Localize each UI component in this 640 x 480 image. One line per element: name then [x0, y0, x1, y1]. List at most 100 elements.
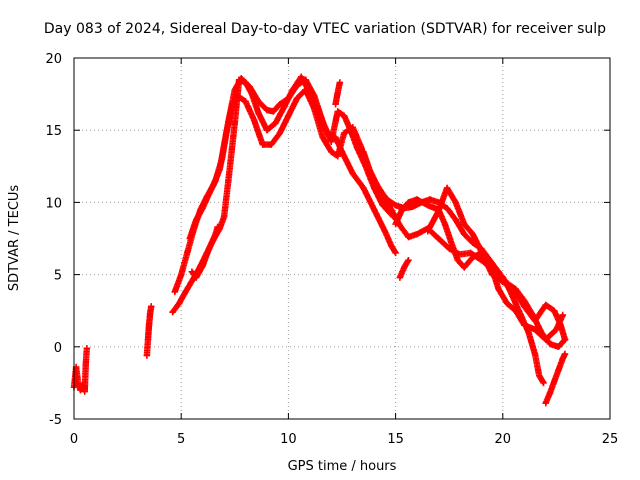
- data-point: [178, 271, 185, 278]
- data-point: [225, 118, 232, 125]
- data-point: [461, 230, 468, 238]
- data-point: [238, 75, 245, 82]
- data-point: [319, 118, 326, 125]
- y-tick-label: -5: [49, 413, 62, 428]
- x-tick-label: 5: [177, 432, 185, 447]
- data-point: [145, 321, 153, 329]
- data-point: [293, 95, 301, 102]
- data-point: [82, 360, 89, 368]
- data-point: [448, 239, 455, 247]
- data-point: [143, 352, 151, 359]
- data-point: [409, 203, 416, 210]
- series-10: [396, 256, 412, 281]
- data-point: [235, 93, 243, 101]
- data-point: [199, 262, 206, 270]
- series-marker-path: [143, 303, 155, 359]
- data-point: [443, 204, 451, 212]
- data-point: [214, 223, 221, 231]
- y-tick-label: 10: [45, 196, 62, 211]
- data-point: [551, 307, 558, 314]
- y-tick-label: 15: [45, 124, 62, 139]
- data-point: [270, 108, 277, 115]
- data-point: [538, 329, 545, 336]
- data-point: [478, 248, 485, 255]
- data-point: [255, 109, 262, 117]
- data-point: [171, 288, 178, 296]
- data-point: [268, 141, 275, 148]
- data-point: [169, 308, 176, 316]
- data-point: [400, 264, 408, 271]
- data-point: [426, 196, 434, 203]
- data-point: [319, 134, 326, 141]
- data-point: [454, 256, 461, 264]
- data-point: [405, 256, 412, 264]
- data-point: [413, 230, 421, 238]
- data-point: [375, 184, 382, 192]
- data-point: [340, 112, 348, 119]
- data-point: [467, 249, 474, 257]
- data-point: [285, 95, 292, 102]
- data-point: [559, 311, 567, 319]
- data-point: [353, 144, 361, 151]
- data-point: [255, 98, 262, 105]
- x-axis-label: GPS time / hours: [288, 459, 397, 474]
- plot-frame: [73, 57, 611, 420]
- data-point: [144, 336, 152, 343]
- data-point: [250, 116, 258, 124]
- data-point: [510, 285, 517, 293]
- x-tick-label: 25: [602, 432, 619, 447]
- data-point: [388, 242, 395, 249]
- data-point: [263, 127, 271, 134]
- data-point: [81, 388, 88, 395]
- data-point: [334, 108, 341, 115]
- data-point: [381, 228, 389, 235]
- data-point: [182, 288, 189, 296]
- data-point: [461, 220, 468, 228]
- data-point: [553, 326, 560, 333]
- data-point: [231, 119, 238, 127]
- data-point: [561, 350, 569, 358]
- data-point: [334, 89, 341, 96]
- data-point: [328, 148, 335, 156]
- y-tick-label: 20: [45, 52, 62, 67]
- data-point: [83, 345, 91, 352]
- data-point: [334, 152, 341, 160]
- data-point: [276, 101, 284, 108]
- data-point: [360, 148, 367, 156]
- data-point: [379, 202, 386, 209]
- x-tick-label: 0: [70, 432, 78, 447]
- data-point: [469, 254, 476, 261]
- data-point: [518, 314, 526, 322]
- data-point: [79, 381, 86, 388]
- data-point: [405, 233, 412, 241]
- data-point: [531, 350, 539, 358]
- data-point: [540, 379, 547, 387]
- data-point: [413, 196, 421, 203]
- data-point: [347, 127, 354, 134]
- series-3: [169, 73, 399, 316]
- data-point: [551, 378, 558, 385]
- data-point: [405, 199, 412, 206]
- data-point: [205, 245, 213, 252]
- data-point: [146, 310, 154, 317]
- data-point: [546, 340, 554, 348]
- data-point: [188, 268, 196, 275]
- data-point: [77, 386, 84, 394]
- data-point: [383, 196, 391, 203]
- data-point: [218, 155, 226, 163]
- data-point: [499, 278, 506, 286]
- data-point: [452, 216, 459, 223]
- data-point: [205, 190, 213, 197]
- data-point: [542, 399, 549, 407]
- data-point: [147, 303, 155, 310]
- data-point: [276, 129, 284, 137]
- data-point: [546, 389, 554, 397]
- data-point: [390, 213, 397, 221]
- data-point: [242, 98, 249, 105]
- data-point: [193, 274, 200, 281]
- series-2: [143, 303, 155, 359]
- y-tick-label: 0: [54, 341, 62, 356]
- data-point: [392, 249, 399, 257]
- data-point: [531, 317, 539, 325]
